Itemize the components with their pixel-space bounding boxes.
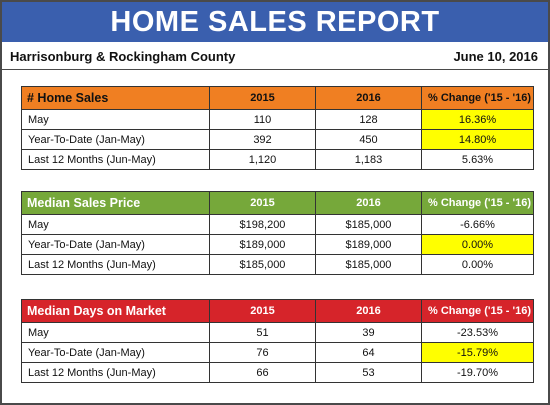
- row-label: May: [21, 322, 210, 343]
- table-row: Year-To-Date (Jan-May) $189,000 $189,000…: [21, 234, 534, 255]
- row-label: Year-To-Date (Jan-May): [21, 342, 210, 363]
- column-header-2016: 2016: [315, 299, 422, 323]
- column-header-2015: 2015: [209, 299, 316, 323]
- row-label: Last 12 Months (Jun-May): [21, 254, 210, 275]
- median-days-on-market-table: Median Days on Market 2015 2016 % Change…: [21, 299, 534, 383]
- percent-change: -19.70%: [421, 362, 534, 383]
- row-label: Last 12 Months (Jun-May): [21, 362, 210, 383]
- table-row: May 51 39 -23.53%: [21, 322, 534, 343]
- value-2015: 1,120: [209, 149, 316, 170]
- value-2016: 128: [315, 109, 422, 130]
- value-2016: 53: [315, 362, 422, 383]
- value-2016: 450: [315, 129, 422, 150]
- row-label: Year-To-Date (Jan-May): [21, 129, 210, 150]
- section-title: Median Days on Market: [21, 299, 210, 323]
- row-label: May: [21, 214, 210, 235]
- percent-change: 5.63%: [421, 149, 534, 170]
- column-header-2015: 2015: [209, 191, 316, 215]
- table-header-row: # Home Sales 2015 2016 % Change ('15 - '…: [21, 86, 534, 110]
- value-2015: 110: [209, 109, 316, 130]
- percent-change: -23.53%: [421, 322, 534, 343]
- table-row: May 110 128 16.36%: [21, 109, 534, 130]
- column-header-2016: 2016: [315, 86, 422, 110]
- percent-change: -15.79%: [421, 342, 534, 363]
- table-row: Year-To-Date (Jan-May) 392 450 14.80%: [21, 129, 534, 150]
- table-header-row: Median Sales Price 2015 2016 % Change ('…: [21, 191, 534, 215]
- table-row: May $198,200 $185,000 -6.66%: [21, 214, 534, 235]
- value-2015: 392: [209, 129, 316, 150]
- percent-change: 0.00%: [421, 234, 534, 255]
- value-2016: 39: [315, 322, 422, 343]
- percent-change: -6.66%: [421, 214, 534, 235]
- percent-change: 14.80%: [421, 129, 534, 150]
- value-2015: 66: [209, 362, 316, 383]
- table-row: Last 12 Months (Jun-May) $185,000 $185,0…: [21, 254, 534, 275]
- report-date: June 10, 2016: [453, 49, 538, 64]
- column-header-change: % Change ('15 - '16): [421, 86, 534, 110]
- home-sales-table: # Home Sales 2015 2016 % Change ('15 - '…: [21, 86, 534, 170]
- header-divider: [2, 69, 548, 70]
- value-2015: 76: [209, 342, 316, 363]
- location-label: Harrisonburg & Rockingham County: [10, 49, 236, 64]
- row-label: May: [21, 109, 210, 130]
- value-2016: $185,000: [315, 214, 422, 235]
- row-label: Last 12 Months (Jun-May): [21, 149, 210, 170]
- median-sales-price-table: Median Sales Price 2015 2016 % Change ('…: [21, 191, 534, 275]
- report-subheader: Harrisonburg & Rockingham County June 10…: [10, 49, 540, 67]
- table-row: Last 12 Months (Jun-May) 66 53 -19.70%: [21, 362, 534, 383]
- column-header-2016: 2016: [315, 191, 422, 215]
- value-2015: $198,200: [209, 214, 316, 235]
- percent-change: 0.00%: [421, 254, 534, 275]
- value-2015: 51: [209, 322, 316, 343]
- column-header-2015: 2015: [209, 86, 316, 110]
- table-row: Year-To-Date (Jan-May) 76 64 -15.79%: [21, 342, 534, 363]
- section-title: # Home Sales: [21, 86, 210, 110]
- table-header-row: Median Days on Market 2015 2016 % Change…: [21, 299, 534, 323]
- row-label: Year-To-Date (Jan-May): [21, 234, 210, 255]
- value-2016: $189,000: [315, 234, 422, 255]
- report-title: HOME SALES REPORT: [2, 2, 548, 42]
- section-title: Median Sales Price: [21, 191, 210, 215]
- value-2015: $189,000: [209, 234, 316, 255]
- table-row: Last 12 Months (Jun-May) 1,120 1,183 5.6…: [21, 149, 534, 170]
- value-2015: $185,000: [209, 254, 316, 275]
- percent-change: 16.36%: [421, 109, 534, 130]
- column-header-change: % Change ('15 - '16): [421, 299, 534, 323]
- column-header-change: % Change ('15 - '16): [421, 191, 534, 215]
- value-2016: 1,183: [315, 149, 422, 170]
- value-2016: $185,000: [315, 254, 422, 275]
- value-2016: 64: [315, 342, 422, 363]
